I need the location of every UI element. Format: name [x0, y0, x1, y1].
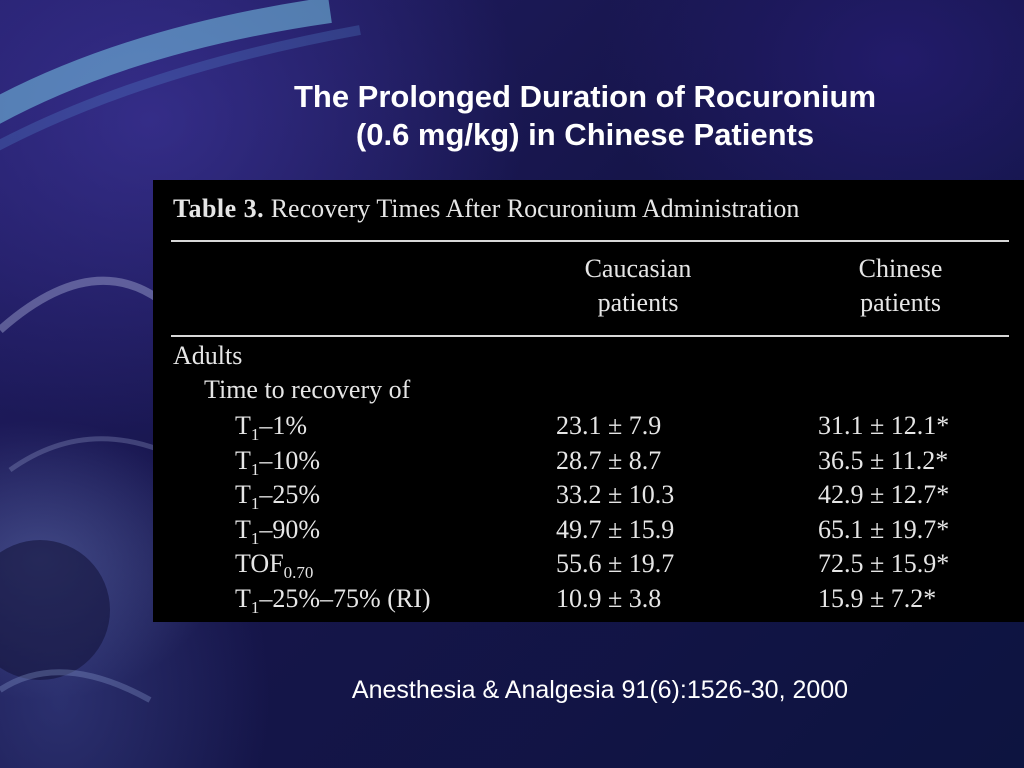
cell-caucasian-value: 33.2 ± 10.3	[556, 480, 675, 509]
row-label-main: T	[235, 411, 251, 440]
cell-caucasian-value: 28.7 ± 8.7	[556, 445, 662, 475]
cell-chinese-value: 36.5 ± 11.2*	[818, 445, 949, 475]
column-header-caucasian-line-2: patients	[597, 288, 679, 317]
row-label: T1–1%	[235, 410, 308, 444]
column-header-chinese-line-2: patients	[860, 288, 941, 317]
recovery-times-table: Table 3. Recovery Times After Rocuronium…	[153, 180, 1024, 622]
row-label-main: T	[235, 445, 251, 475]
row-label: T1–25%	[235, 479, 321, 513]
row-label: T1–25%–75% (RI)	[235, 583, 431, 617]
row-label-main: T	[235, 480, 251, 509]
row-label-rest: –25%–75% (RI)	[259, 583, 431, 613]
row-label-main: TOF	[235, 549, 284, 578]
table-caption: Table 3. Recovery Times After Rocuronium…	[173, 194, 799, 224]
row-label-subscript: 1	[250, 528, 260, 548]
cell-caucasian-value: 23.1 ± 7.9	[556, 411, 662, 440]
table-top-rule	[171, 240, 1009, 242]
slide-title-line-1: The Prolonged Duration of Rocuronium	[293, 79, 877, 114]
row-label-subscript: 1	[250, 494, 260, 513]
column-header-chinese-line-1: Chinese	[858, 254, 943, 283]
column-header-caucasian-line-1: Caucasian	[584, 254, 692, 283]
citation-text: Anesthesia & Analgesia 91(6):1526-30, 20…	[351, 676, 849, 704]
table-header-rule	[171, 335, 1009, 337]
row-label-subscript: 1	[250, 597, 260, 617]
row-label-rest: –1%	[259, 411, 308, 440]
cell-chinese-value: 72.5 ± 15.9*	[818, 549, 950, 578]
table-caption-number: Table 3.	[173, 194, 265, 223]
row-label-rest: –25%	[259, 480, 321, 509]
row-label-subscript: 1	[250, 459, 260, 479]
row-label-subscript: 0.70	[283, 563, 314, 582]
cell-chinese-value: 42.9 ± 12.7*	[818, 480, 950, 509]
row-label-rest: –90%	[259, 514, 321, 544]
slide-title-line-2: (0.6 mg/kg) in Chinese Patients	[355, 117, 815, 152]
row-label: TOF0.70	[235, 548, 314, 582]
cell-caucasian-value: 10.9 ± 3.8	[556, 583, 662, 613]
cell-chinese-value: 15.9 ± 7.2*	[818, 583, 937, 613]
cell-caucasian-value: 49.7 ± 15.9	[556, 514, 675, 544]
row-label: T1–10%	[235, 445, 321, 479]
subgroup-label-time-to-recovery: Time to recovery of	[204, 375, 411, 404]
table-caption-text: Recovery Times After Rocuronium Administ…	[270, 194, 800, 223]
group-label-adults: Adults	[173, 341, 243, 370]
cell-chinese-value: 31.1 ± 12.1*	[818, 411, 950, 440]
row-label-main: T	[235, 514, 251, 544]
row-label: T1–90%	[235, 514, 321, 548]
slide-title: The Prolonged Duration of Rocuronium (0.…	[170, 78, 1000, 154]
cell-chinese-value: 65.1 ± 19.7*	[818, 514, 950, 544]
column-header-chinese: Chinese patients	[813, 252, 988, 320]
row-label-main: T	[235, 583, 251, 613]
column-header-caucasian: Caucasian patients	[548, 252, 728, 320]
cell-caucasian-value: 55.6 ± 19.7	[556, 549, 675, 578]
row-label-rest: –10%	[259, 445, 321, 475]
row-label-subscript: 1	[250, 425, 260, 444]
